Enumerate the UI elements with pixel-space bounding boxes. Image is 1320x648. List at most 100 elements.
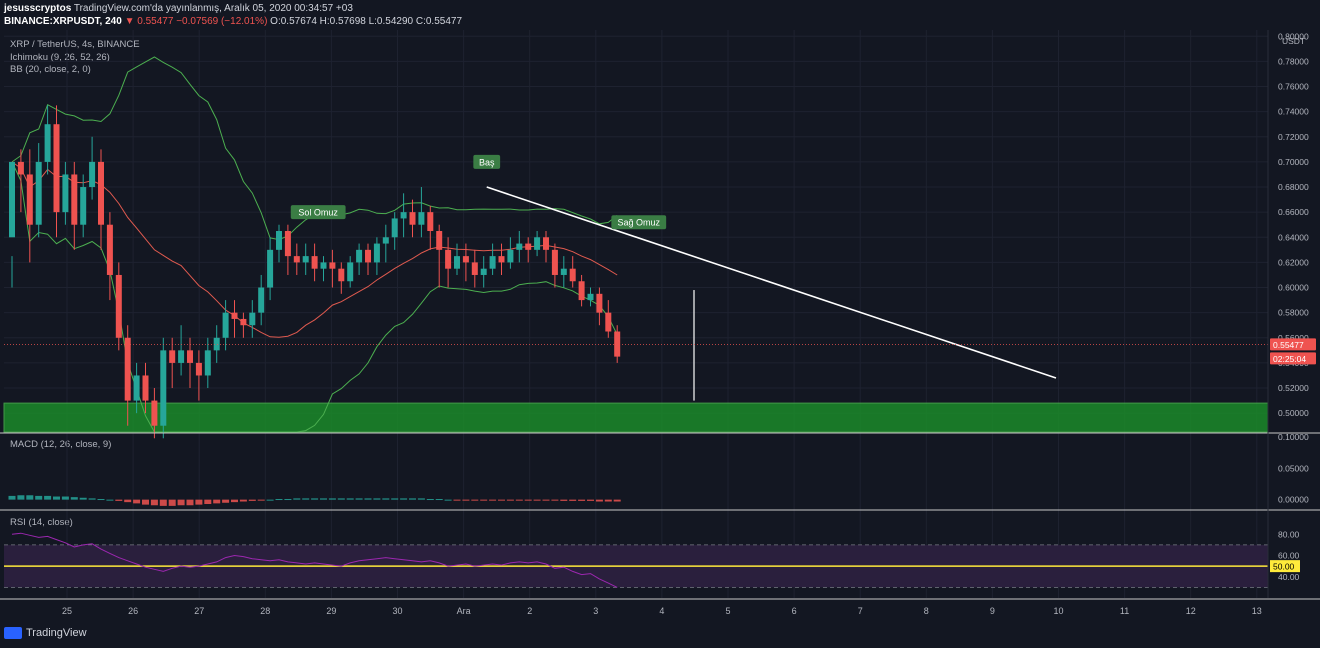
axes[interactable]: 25 26 27 28 29 30 Ara 2 3 4 5 6 7 8 9 10 11 12 13 0.80000 0.… bbox=[0, 30, 1320, 616]
candle-body bbox=[71, 174, 78, 225]
price-tick-label: 0.66000 bbox=[1278, 207, 1309, 217]
pattern-annotations: Sol Omuz Baş Sağ Omuz bbox=[4, 154, 1268, 401]
macd-histogram-bar bbox=[587, 499, 594, 501]
price-tick-label: 0.72000 bbox=[1278, 132, 1309, 142]
candle-body bbox=[293, 256, 300, 263]
macd-histogram-bar bbox=[133, 499, 141, 504]
candle-body bbox=[142, 375, 149, 401]
candle-body bbox=[391, 218, 398, 238]
macd-histogram-bar bbox=[320, 498, 327, 500]
pair-legend[interactable]: XRP / TetherUS, 4s, BINANCE bbox=[10, 39, 140, 50]
macd-histogram-bar bbox=[159, 499, 167, 506]
macd-histogram-bar bbox=[595, 499, 603, 502]
x-tick-label: 25 bbox=[62, 606, 72, 616]
candle-body bbox=[258, 287, 265, 313]
rsi-tick-label: 60.00 bbox=[1278, 551, 1300, 561]
candle-body bbox=[133, 375, 140, 401]
candle-body bbox=[338, 268, 345, 282]
grid bbox=[4, 30, 1268, 598]
macd-tick-label: 0.05000 bbox=[1278, 463, 1309, 473]
candle-body bbox=[596, 293, 603, 313]
rsi-tick-label: 40.00 bbox=[1278, 572, 1300, 582]
candle-body bbox=[9, 161, 15, 238]
support-zone bbox=[3, 402, 1269, 433]
price-tick-label: 0.74000 bbox=[1278, 107, 1309, 117]
candle-body bbox=[605, 312, 612, 332]
symbol-name[interactable]: BINANCE:XRPUSDT, 240 bbox=[4, 16, 122, 27]
x-tick-label: 8 bbox=[924, 606, 929, 616]
macd-histogram-bar bbox=[70, 497, 78, 500]
rsi-pane[interactable] bbox=[4, 532, 1268, 588]
price-tick-label: 0.52000 bbox=[1278, 383, 1309, 393]
macd-histogram-bar bbox=[106, 499, 114, 501]
price-change: −0.07569 (−12.01%) bbox=[173, 16, 268, 27]
macd-histogram-bar bbox=[204, 499, 212, 505]
candle-body bbox=[231, 312, 238, 319]
candles[interactable] bbox=[9, 105, 621, 439]
candle-body bbox=[267, 249, 274, 288]
macd-histogram-bar bbox=[417, 498, 425, 500]
macd-histogram-bar bbox=[239, 499, 247, 502]
candle-body bbox=[240, 318, 247, 326]
macd-histogram-bar bbox=[44, 495, 52, 500]
candle-body bbox=[534, 237, 541, 250]
macd-histogram-bar bbox=[61, 496, 69, 500]
tradingview-icon bbox=[4, 627, 22, 639]
x-tick-label: 30 bbox=[392, 606, 402, 616]
candle-body bbox=[44, 124, 51, 162]
candle-body bbox=[471, 262, 478, 275]
price-tick-label: 0.70000 bbox=[1278, 157, 1309, 167]
candle-body bbox=[320, 262, 327, 269]
macd-histogram-bar bbox=[604, 499, 612, 502]
candle-body bbox=[445, 249, 452, 269]
macd-histogram-bar bbox=[391, 498, 399, 500]
tradingview-logo[interactable]: TradingView bbox=[4, 627, 87, 639]
price-tick-label: 0.58000 bbox=[1278, 308, 1309, 318]
x-tick-label: 2 bbox=[527, 606, 532, 616]
last-price: 0.55477 bbox=[134, 16, 174, 27]
bb-legend[interactable]: BB (20, close, 2, 0) bbox=[10, 64, 91, 75]
macd-histogram-bar bbox=[435, 499, 443, 501]
macd-legend[interactable]: MACD (12, 26, close, 9) bbox=[10, 439, 112, 450]
macd-histogram-bar bbox=[17, 495, 25, 500]
macd-histogram-bar bbox=[168, 499, 176, 506]
candle-body bbox=[614, 331, 621, 357]
macd-histogram-bar bbox=[142, 499, 149, 505]
publish-date: TradingView.com'da yayınlanmış, Aralık 0… bbox=[71, 3, 353, 14]
logo-text: TradingView bbox=[26, 627, 87, 639]
price-tick-label: 0.56000 bbox=[1278, 333, 1309, 343]
macd-histogram-bar bbox=[213, 499, 221, 504]
countdown-value: 02:25:04 bbox=[1273, 354, 1306, 364]
candle-body bbox=[222, 312, 229, 338]
candle-body bbox=[436, 231, 443, 250]
x-tick-label: 6 bbox=[792, 606, 797, 616]
author-name[interactable]: jesusscryptos bbox=[4, 3, 72, 14]
macd-pane[interactable] bbox=[8, 495, 621, 506]
macd-histogram-bar bbox=[382, 498, 390, 500]
candle-body bbox=[106, 224, 113, 275]
candle-body bbox=[525, 243, 532, 250]
macd-histogram-bar bbox=[400, 498, 408, 500]
macd-histogram-bar bbox=[560, 499, 568, 501]
macd-histogram-bar bbox=[444, 499, 452, 501]
candle-body bbox=[462, 256, 469, 263]
candle-body bbox=[187, 350, 193, 363]
candle-body bbox=[160, 350, 167, 426]
rsi-legend[interactable]: RSI (14, close) bbox=[10, 517, 73, 528]
macd-histogram-bar bbox=[26, 495, 34, 500]
macd-histogram-bar bbox=[480, 499, 488, 501]
candle-body bbox=[284, 231, 291, 257]
candle-body bbox=[169, 350, 176, 363]
macd-histogram-bar bbox=[257, 499, 265, 501]
macd-tick-label: 0.10000 bbox=[1278, 432, 1309, 442]
x-tick-label: Ara bbox=[457, 606, 471, 616]
x-tick-label: 10 bbox=[1053, 606, 1063, 616]
candle-body bbox=[365, 249, 371, 263]
candle-body bbox=[302, 256, 309, 263]
macd-histogram-bar bbox=[88, 498, 96, 500]
current-price-value: 0.55477 bbox=[1273, 340, 1304, 350]
candle-body bbox=[311, 256, 318, 269]
x-tick-label: 3 bbox=[593, 606, 598, 616]
ichimoku-legend[interactable]: Ichimoku (9, 26, 52, 26) bbox=[10, 52, 110, 63]
